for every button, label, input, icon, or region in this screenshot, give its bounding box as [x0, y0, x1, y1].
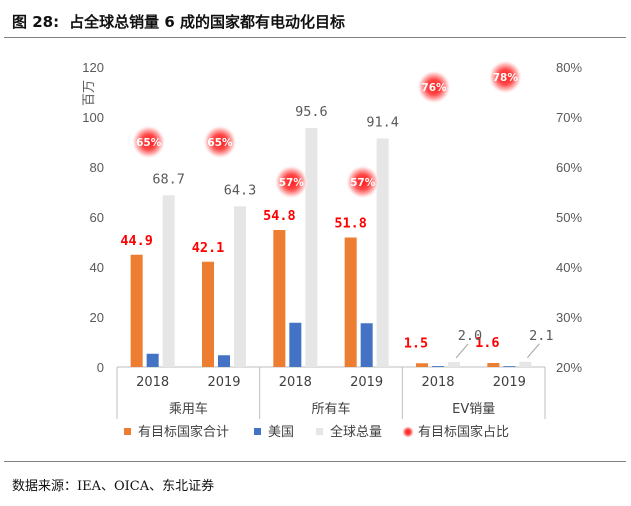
y-left-tick-2: 40 [90, 260, 104, 275]
bar-1-3 [360, 323, 373, 367]
leader-line-5 [526, 343, 540, 359]
y-left-tick-6: 120 [82, 60, 104, 75]
share-marker-0 [131, 125, 166, 159]
top-rule [4, 37, 626, 38]
y-right-tick-4: 60% [556, 160, 582, 175]
bar-2-0 [162, 195, 175, 367]
labels-layer: 44.9 42.1 54.8 51.8 1.5 1.6 68.7 64.3 95.6 91.4 2.… [120, 60, 554, 359]
legend-label-1: 美国 [268, 425, 294, 440]
share-marker-3 [345, 165, 380, 199]
value-label-target-0: 44.9 [120, 233, 153, 249]
bar-0-3 [344, 237, 357, 367]
value-label-target-5: 1.6 [475, 335, 499, 351]
bar-1-5 [503, 366, 516, 367]
bar-1-1 [218, 355, 230, 367]
figure-title-bar: 图 28: 占全球总销量 6 成的国家都有电动化目标 [12, 6, 622, 36]
bar-0-1 [202, 261, 214, 367]
y-right-tick-2: 40% [556, 260, 582, 275]
bar-1-0 [146, 353, 159, 367]
bar-0-2 [273, 230, 286, 367]
figure-number: 图 28: [12, 12, 60, 31]
x-tick-label-3: 2019 [350, 375, 383, 390]
y-left-tick-1: 20 [90, 310, 104, 325]
y-right-tick-1: 30% [556, 310, 582, 325]
x-tick-label-4: 2018 [421, 375, 454, 390]
share-marker-5 [488, 60, 523, 94]
legend-swatch-1 [254, 428, 261, 435]
bar-2-4 [448, 362, 460, 367]
share-marker-1 [203, 125, 237, 159]
group-label-2: EV销量 [452, 402, 495, 417]
value-label-total-2: 95.6 [295, 104, 328, 120]
legend-label-2: 全球总量 [330, 424, 382, 440]
share-marker-4 [417, 70, 451, 104]
chart-area: 0 20 40 60 80 100 120 20% 30% 40% 50% 60% 70% 80% 百万乘用… [81, 60, 582, 440]
share-label-4: 76% [421, 82, 447, 94]
value-label-total-0: 68.7 [152, 171, 185, 187]
y-unit-label: 百万 [81, 80, 96, 106]
y-left-tick-0: 0 [97, 360, 104, 375]
x-tick-label-5: 2019 [493, 375, 526, 390]
value-label-target-1: 42.1 [192, 240, 225, 256]
legend-swatch-0 [124, 428, 131, 435]
bar-0-4 [416, 363, 428, 367]
bar-1-2 [289, 322, 302, 367]
bottom-rule [4, 461, 626, 462]
axes-layer: 0 20 40 60 80 100 120 20% 30% 40% 50% 60% 70% 80% 百万乘用… [81, 60, 582, 419]
share-label-2: 57% [279, 177, 305, 189]
share-marker-2 [274, 165, 309, 199]
y-left-tick-3: 60 [90, 210, 104, 225]
bar-2-3 [376, 138, 389, 367]
legend-swatch-3 [402, 426, 414, 438]
leader-line-4 [455, 343, 469, 359]
legend-swatch-2 [316, 428, 323, 435]
legend-label-0: 有目标国家合计 [138, 424, 229, 440]
value-label-total-4: 2.0 [458, 328, 482, 344]
figure-title: 占全球总销量 6 成的国家都有电动化目标 [69, 12, 345, 31]
share-label-3: 57% [350, 177, 376, 189]
share-label-5: 78% [493, 72, 519, 84]
x-tick-label-2: 2018 [279, 375, 312, 390]
bar-0-5 [487, 363, 500, 367]
value-label-target-2: 54.8 [263, 208, 296, 224]
group-label-0: 乘用车 [169, 401, 208, 417]
share-label-0: 65% [136, 137, 162, 149]
value-label-target-3: 51.8 [334, 216, 367, 232]
x-tick-label-0: 2018 [136, 375, 169, 390]
share-label-1: 65% [207, 137, 233, 149]
y-right-tick-3: 50% [556, 210, 582, 225]
y-left-tick-5: 100 [82, 110, 104, 125]
y-left-tick-4: 80 [90, 160, 104, 175]
value-label-total-1: 64.3 [224, 182, 257, 198]
y-right-tick-0: 20% [556, 360, 582, 375]
legend: 有目标国家合计 美国 全球总量 有目标国家占比 [124, 424, 509, 440]
value-label-total-3: 91.4 [366, 115, 399, 131]
bars-layer [130, 128, 532, 367]
source-note: 数据来源：IEA、OICA、东北证券 [12, 479, 215, 494]
legend-label-3: 有目标国家占比 [418, 424, 509, 440]
group-label-1: 所有车 [311, 401, 350, 417]
y-right-tick-6: 80% [556, 60, 582, 75]
bar-2-2 [305, 128, 318, 367]
bar-2-5 [519, 361, 532, 367]
value-label-target-4: 1.5 [404, 335, 428, 351]
bar-2-1 [234, 206, 246, 367]
y-right-tick-5: 70% [556, 110, 582, 125]
value-label-total-5: 2.1 [529, 328, 553, 344]
bar-0-0 [130, 254, 143, 367]
bar-1-4 [432, 366, 444, 367]
x-tick-label-1: 2019 [207, 375, 240, 390]
